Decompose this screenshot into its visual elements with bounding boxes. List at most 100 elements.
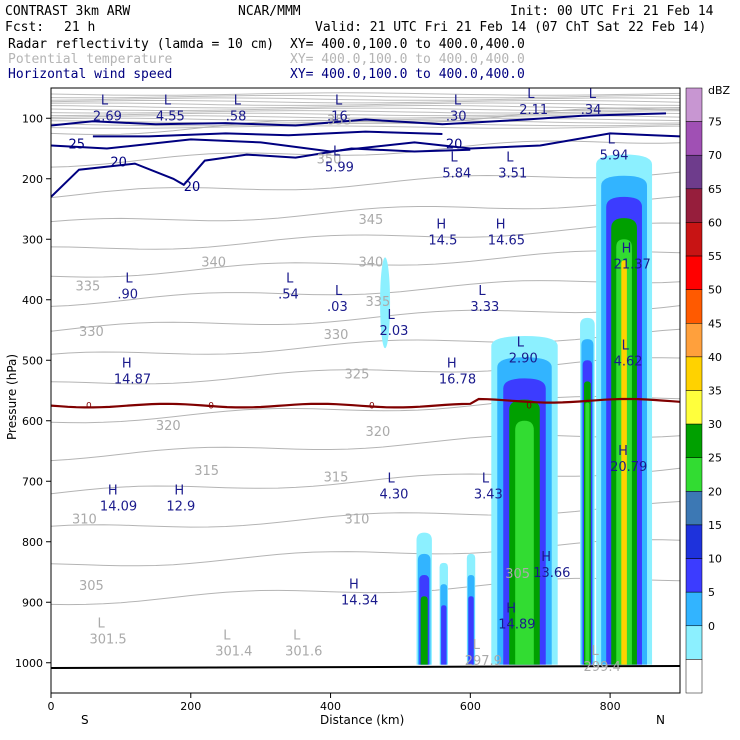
y-tick-label: 200	[22, 173, 43, 186]
theta-extremum-type: L	[97, 617, 105, 632]
y-tick-label: 500	[22, 354, 43, 367]
wind-extremum-type: H	[506, 601, 516, 616]
theta-contour	[51, 140, 680, 168]
reflectivity-band	[468, 596, 474, 665]
field-name-wind: Horizontal wind speed	[8, 67, 172, 82]
y-tick-label: 100	[22, 112, 43, 125]
theta-labels: 355 350 345 340 340 335 335 330 330 325 320 320 315 3…	[72, 113, 530, 594]
colorbar-tick-label: 65	[708, 183, 722, 196]
theta-contour	[51, 434, 680, 462]
colorbar-swatch	[685, 87, 703, 122]
colorbar-tick-label: 25	[708, 452, 722, 465]
freezing-level-label: 0	[208, 402, 214, 412]
wind-extremum-value: 2.11	[519, 103, 548, 118]
theta-contour	[51, 467, 680, 495]
wind-extremum-type: H	[622, 241, 632, 256]
theta-dense-line	[51, 92, 680, 96]
colorbar-swatch	[685, 390, 703, 425]
colorbar-tick-label: 35	[708, 385, 722, 398]
colorbar-swatch	[685, 659, 703, 694]
wind-extremum-value: .34	[581, 103, 602, 118]
theta-dense-line	[51, 97, 680, 101]
wind-extremum-value: 13.66	[533, 566, 570, 581]
x-tick-label: 200	[180, 700, 201, 713]
x-tick-label: 800	[600, 700, 621, 713]
colorbar-swatch	[685, 491, 703, 526]
wind-extremum-type: H	[496, 217, 506, 232]
wind-extremum-value: .16	[327, 109, 348, 124]
wind-extremum-value: 21.37	[614, 257, 651, 272]
y-tick-label: 400	[22, 294, 43, 307]
colorbar-tick-label: 50	[708, 284, 722, 297]
colorbar-swatch	[685, 222, 703, 257]
fcst-label: Fcst:	[5, 20, 44, 35]
theta-extremum-value: 301.5	[89, 633, 126, 648]
theta-dense-line	[51, 112, 680, 117]
field-name-theta: Potential temperature	[8, 52, 173, 67]
reflectivity-band	[420, 596, 428, 665]
plot-frame	[50, 87, 681, 694]
wind-extremum-type: H	[108, 483, 118, 498]
theta-contour	[51, 395, 680, 424]
theta-label: 315	[324, 470, 349, 485]
theta-dense-line	[51, 100, 680, 104]
wind-extremum-type: L	[527, 87, 535, 102]
theta-contour	[51, 539, 680, 567]
wind-extremum-value: .54	[278, 288, 299, 303]
theta-dense-line	[51, 94, 680, 99]
theta-dense-line	[51, 107, 680, 111]
wind-extremum-type: L	[286, 272, 294, 287]
field-xy-theta: XY= 400.0,100.0 to 400.0,400.0	[290, 52, 525, 67]
theta-label: 310	[72, 513, 97, 528]
wind-extremum-value: 14.34	[341, 593, 378, 608]
theta-label: 335	[75, 280, 100, 295]
theta-extremum-type: L	[473, 638, 481, 653]
field-name-reflectivity: Radar reflectivity (lamda = 10 cm)	[8, 37, 274, 52]
y-tick-label: 300	[22, 233, 43, 246]
freezing-level-label: 0	[369, 402, 375, 412]
theta-label: 330	[79, 325, 104, 340]
colorbar-tick-label: 30	[708, 418, 722, 431]
wind-extremum-value: 2.69	[93, 109, 122, 124]
wind-extremum-type: L	[164, 93, 172, 108]
wind-extremum-type: L	[333, 145, 341, 160]
colorbar-swatch	[685, 154, 703, 190]
wind-extremum-value: .03	[327, 300, 348, 315]
colorbar-unit: dBZ	[708, 84, 731, 97]
model-title: CONTRAST 3km ARW	[5, 4, 130, 19]
colorbar-tick-label: 55	[708, 250, 722, 263]
wind-contour	[51, 132, 680, 153]
wind-extremum-type: L	[387, 308, 395, 323]
y-axis-label: Pressure (hPa)	[5, 354, 19, 440]
wind-extremum-value: 14.5	[428, 233, 457, 248]
colorbar-tick-label: 5	[708, 586, 715, 599]
reflectivity-band	[585, 402, 590, 665]
wind-extremum-value: .58	[226, 109, 247, 124]
wind-extremum-value: .30	[446, 109, 467, 124]
y-tick-label: 700	[22, 475, 43, 488]
wind-extremum-type: H	[349, 577, 359, 592]
colorbar-swatch	[685, 323, 703, 358]
center-name: NCAR/MMM	[238, 4, 301, 19]
wind-extremum-type: L	[506, 151, 514, 166]
colorbar-tick-label: 20	[708, 485, 722, 498]
wind-extremum-value: 4.62	[614, 354, 643, 369]
wind-extremum-value: 2.03	[379, 324, 408, 339]
wind-extremum-type: L	[335, 284, 343, 299]
field-xy-reflectivity: XY= 400.0,100.0 to 400.0,400.0	[290, 37, 525, 52]
field-xy-wind: XY= 400.0,100.0 to 400.0,400.0	[290, 67, 525, 82]
wind-extremum-value: 5.84	[442, 167, 471, 182]
colorbar-tick-label: 15	[708, 519, 722, 532]
extrema-labels: L2.69L4.55L.58L.16L.30L2.11L.34L5.94L5.9…	[89, 87, 650, 675]
init-time: Init: 00 UTC Fri 21 Feb 14	[510, 4, 714, 19]
colorbar-swatch	[685, 625, 703, 660]
theta-contour	[51, 501, 680, 528]
surface-line	[51, 665, 680, 669]
wind-extremum-type: H	[447, 356, 457, 371]
wind-contour	[92, 130, 443, 138]
wind-extremum-type: L	[517, 335, 525, 350]
wind-contour-lines	[51, 112, 680, 198]
theta-contour	[51, 280, 680, 307]
colorbar-swatch	[685, 356, 703, 391]
